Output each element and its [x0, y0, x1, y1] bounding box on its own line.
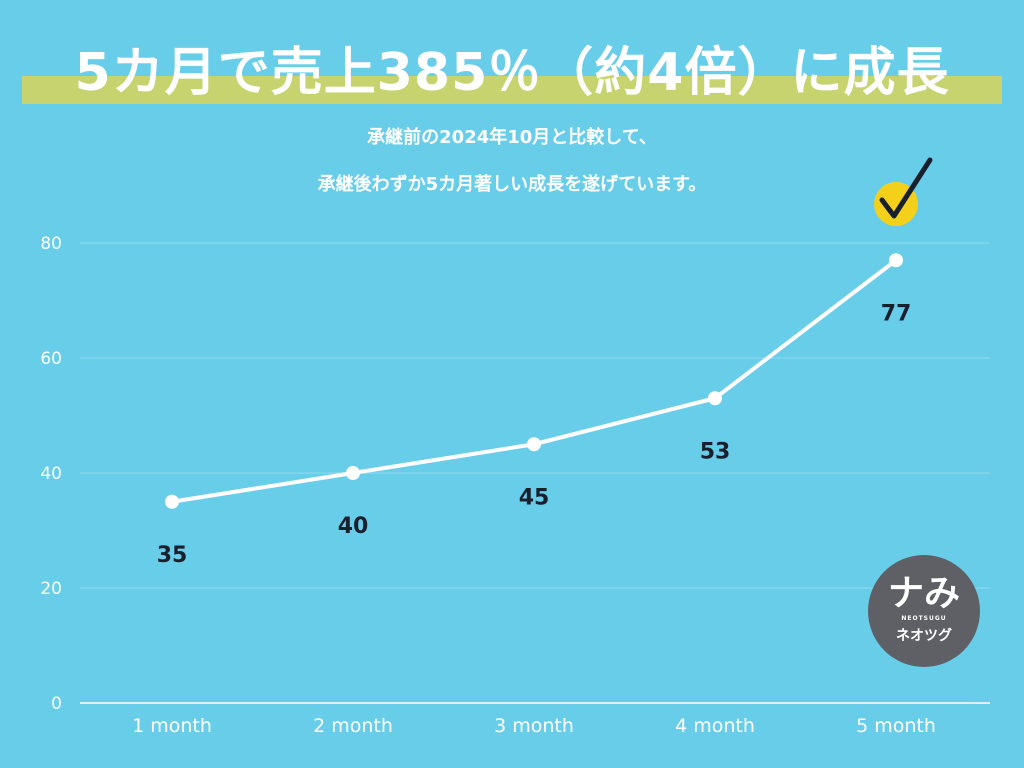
y-tick-label: 20	[40, 579, 62, 599]
data-point	[346, 466, 360, 480]
y-tick-label: 80	[40, 234, 62, 254]
y-tick-label: 40	[40, 464, 62, 484]
check-mark-icon	[874, 157, 933, 226]
x-tick-label: 4 month	[675, 715, 755, 737]
data-point	[165, 494, 179, 509]
data-label: 45	[519, 485, 550, 510]
series-line	[170, 258, 898, 504]
data-label: 35	[157, 543, 188, 568]
logo-small-text: NEOTSUGU	[901, 615, 947, 622]
subtitle-line-1: 承継前の2024年10月と比較して、	[367, 127, 657, 148]
logo-mark: ナみ	[887, 572, 960, 614]
subtitle-line-2: 承継後わずか5カ月著しい成長を遂げています。	[317, 174, 707, 195]
page-title: 5カ月で売上385％（約4倍）に成長	[74, 43, 950, 103]
data-point	[889, 253, 903, 268]
data-label: 77	[881, 301, 912, 326]
company-logo: ナみ NEOTSUGU ネオツグ	[868, 555, 980, 667]
x-tick-label: 3 month	[494, 715, 574, 737]
data-label: 53	[700, 439, 731, 464]
title-highlight-band	[22, 76, 1002, 104]
logo-name: ネオツグ	[896, 628, 952, 644]
data-label: 40	[338, 514, 369, 539]
x-tick-label: 5 month	[856, 715, 936, 737]
y-tick-label: 0	[51, 694, 62, 714]
x-tick-label: 2 month	[313, 715, 393, 737]
y-tick-label: 60	[40, 349, 62, 369]
data-point	[527, 437, 541, 452]
x-tick-label: 1 month	[132, 715, 212, 737]
data-point	[708, 391, 722, 406]
